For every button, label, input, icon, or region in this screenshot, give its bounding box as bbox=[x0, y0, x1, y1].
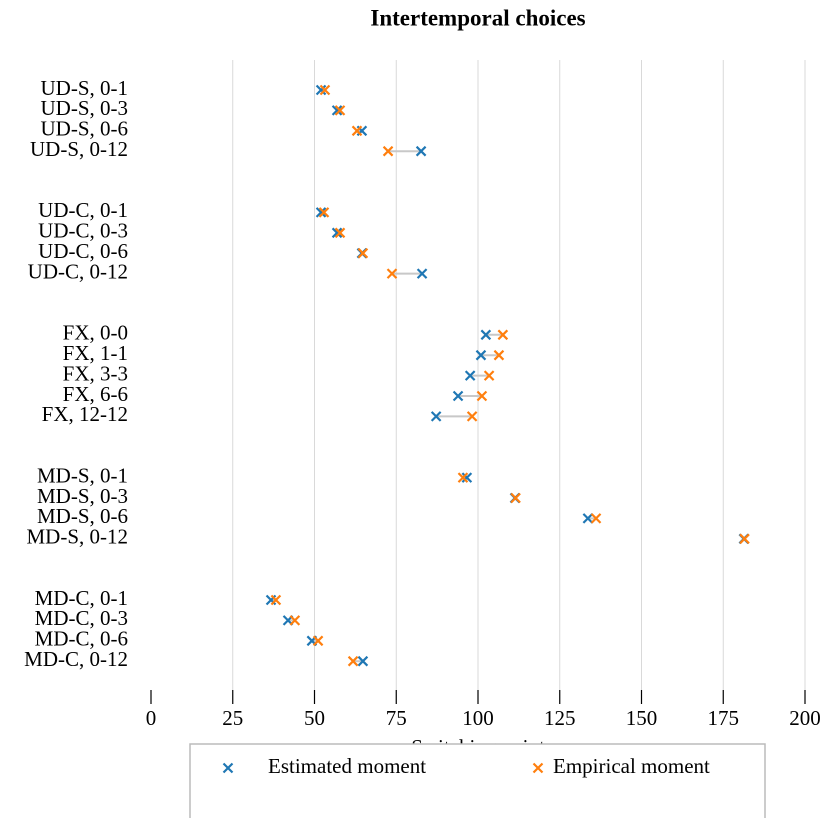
point bbox=[334, 227, 346, 239]
y-tick-label: UD-C, 0-12 bbox=[28, 259, 128, 283]
point bbox=[476, 390, 488, 402]
y-tick-label: UD-S, 0-6 bbox=[41, 117, 129, 141]
legend-box bbox=[189, 743, 766, 818]
chart-title: Intertemporal choices bbox=[370, 5, 585, 30]
point bbox=[582, 513, 594, 524]
point bbox=[331, 227, 343, 239]
y-tick-label: MD-C, 0-1 bbox=[35, 586, 128, 610]
y-tick-label: FX, 6-6 bbox=[63, 382, 128, 406]
point bbox=[510, 492, 521, 504]
y-tick-label: UD-C, 0-1 bbox=[38, 198, 128, 222]
y-tick-label: FX, 12-12 bbox=[42, 402, 128, 426]
y-tick-label: FX, 1-1 bbox=[63, 341, 128, 365]
point bbox=[483, 370, 495, 381]
point bbox=[457, 472, 469, 483]
x-tick-label: 25 bbox=[222, 706, 243, 730]
point bbox=[318, 207, 330, 218]
legend-marker bbox=[532, 762, 544, 774]
y-tick-label: FX, 0-0 bbox=[63, 321, 128, 345]
point bbox=[416, 268, 428, 279]
legend-label: Empirical moment bbox=[553, 754, 710, 778]
y-tick-label: FX, 3-3 bbox=[63, 361, 128, 385]
point bbox=[415, 145, 427, 157]
point bbox=[461, 472, 473, 483]
y-tick-label: MD-S, 0-6 bbox=[37, 504, 128, 528]
x-tick-label: 150 bbox=[626, 706, 658, 730]
y-tick-label: UD-S, 0-1 bbox=[41, 76, 129, 100]
y-tick-label: MD-S, 0-12 bbox=[26, 525, 128, 549]
point bbox=[493, 349, 505, 361]
x-tick-label: 100 bbox=[462, 706, 494, 730]
point bbox=[357, 247, 369, 259]
point bbox=[289, 615, 301, 626]
point bbox=[334, 105, 346, 116]
x-tick-label: 75 bbox=[386, 706, 407, 730]
y-tick-label: MD-S, 0-1 bbox=[37, 463, 128, 487]
x-tick-label: 125 bbox=[544, 706, 576, 730]
y-tick-label: MD-S, 0-3 bbox=[37, 484, 128, 508]
x-tick-label: 175 bbox=[708, 706, 740, 730]
point bbox=[466, 411, 478, 422]
point bbox=[430, 411, 442, 422]
x-tick-label: 0 bbox=[146, 706, 157, 730]
x-tick-label: 200 bbox=[789, 706, 821, 730]
x-tick-label: 50 bbox=[304, 706, 325, 730]
point bbox=[464, 370, 476, 381]
point bbox=[351, 125, 363, 137]
y-tick-label: MD-C, 0-12 bbox=[24, 647, 128, 671]
point bbox=[739, 533, 750, 545]
point bbox=[319, 84, 331, 96]
point bbox=[312, 635, 324, 647]
legend-marker bbox=[222, 762, 234, 774]
point bbox=[480, 329, 492, 341]
point bbox=[331, 105, 343, 116]
point bbox=[475, 349, 487, 361]
point bbox=[590, 513, 602, 524]
y-tick-label: UD-S, 0-3 bbox=[41, 96, 129, 120]
y-tick-label: UD-C, 0-3 bbox=[38, 219, 128, 243]
point bbox=[382, 145, 394, 157]
y-tick-label: MD-C, 0-3 bbox=[35, 606, 128, 630]
y-tick-label: MD-C, 0-6 bbox=[35, 627, 128, 651]
point bbox=[357, 655, 369, 667]
legend-label: Estimated moment bbox=[268, 754, 426, 778]
y-tick-label: UD-S, 0-12 bbox=[30, 137, 128, 161]
point bbox=[270, 594, 282, 606]
point bbox=[497, 329, 509, 341]
point bbox=[386, 268, 398, 279]
point bbox=[315, 84, 327, 96]
point bbox=[315, 207, 327, 218]
y-tick-label: UD-C, 0-6 bbox=[38, 239, 128, 263]
point bbox=[347, 655, 359, 667]
point bbox=[452, 390, 464, 402]
